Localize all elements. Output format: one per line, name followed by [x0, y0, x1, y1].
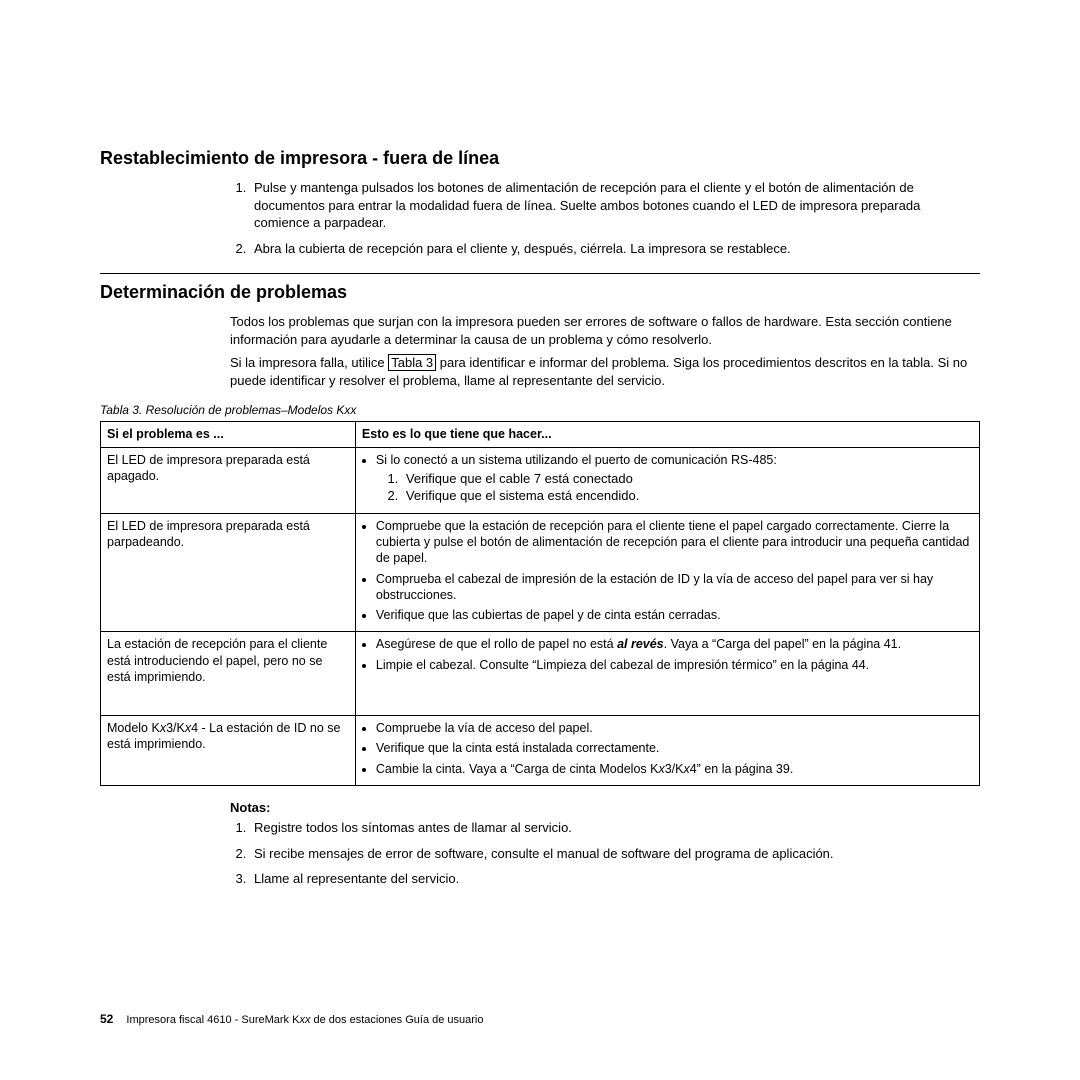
list-item: Si recibe mensajes de error de software,…: [250, 845, 970, 863]
text: 4” en la página 39.: [690, 762, 794, 776]
section1-title: Restablecimiento de impresora - fuera de…: [100, 148, 980, 169]
action-list: Compruebe la vía de acceso del papel. Ve…: [362, 720, 973, 777]
cell-action: Compruebe que la estación de recepción p…: [355, 513, 979, 632]
list-item: Verifique que el cable 7 está conectado: [402, 470, 973, 488]
section-divider: [100, 273, 980, 274]
page-footer: 52 Impresora fiscal 4610 - SureMark Kxx …: [100, 1012, 484, 1026]
table-row: El LED de impresora preparada está apaga…: [101, 447, 980, 513]
section1-steps: Pulse y mantenga pulsados los botones de…: [230, 179, 970, 257]
action-list: Asegúrese de que el rollo de papel no es…: [362, 636, 973, 673]
table-ref-link[interactable]: Tabla 3: [388, 354, 436, 371]
text: Cambie la cinta. Vaya a “Carga de cinta …: [376, 762, 659, 776]
footer-text: Impresora fiscal 4610 - SureMark K: [126, 1014, 299, 1026]
action-list: Si lo conectó a un sistema utilizando el…: [362, 452, 973, 505]
text: . Vaya a “Carga del papel” en la página …: [664, 637, 901, 651]
text: 3/K: [665, 762, 684, 776]
section2-intro2: Si la impresora falla, utilice Tabla 3 p…: [230, 354, 970, 389]
text: 3/K: [166, 721, 185, 735]
list-item: Si lo conectó a un sistema utilizando el…: [376, 452, 973, 505]
list-item: Abra la cubierta de recepción para el cl…: [250, 240, 970, 258]
cell-problem: La estación de recepción para el cliente…: [101, 632, 356, 716]
list-item: Verifique que las cubiertas de papel y d…: [376, 607, 973, 623]
table-row: El LED de impresora preparada está parpa…: [101, 513, 980, 632]
cell-action: Asegúrese de que el rollo de papel no es…: [355, 632, 979, 716]
cell-action: Si lo conectó a un sistema utilizando el…: [355, 447, 979, 513]
cell-problem: Modelo Kx3/Kx4 - La estación de ID no se…: [101, 716, 356, 786]
footer-text: de dos estaciones Guía de usuario: [310, 1014, 483, 1026]
list-item: Compruebe que la estación de recepción p…: [376, 518, 973, 567]
cell-action: Compruebe la vía de acceso del papel. Ve…: [355, 716, 979, 786]
action-sub-list: Verifique que el cable 7 está conectado …: [376, 470, 973, 505]
col-header-action: Esto es lo que tiene que hacer...: [355, 422, 979, 447]
notes-list: Registre todos los síntomas antes de lla…: [230, 819, 970, 888]
cell-problem: El LED de impresora preparada está parpa…: [101, 513, 356, 632]
list-item: Llame al representante del servicio.: [250, 870, 970, 888]
list-item: Limpie el cabezal. Consulte “Limpieza de…: [376, 657, 973, 673]
list-item: Verifique que la cinta está instalada co…: [376, 740, 973, 756]
list-item: Cambie la cinta. Vaya a “Carga de cinta …: [376, 761, 973, 777]
list-item: Registre todos los síntomas antes de lla…: [250, 819, 970, 837]
table-caption: Tabla 3. Resolución de problemas–Modelos…: [100, 403, 980, 417]
section2-title: Determinación de problemas: [100, 282, 980, 303]
text: Asegúrese de que el rollo de papel no es…: [376, 637, 617, 651]
list-item: Verifique que el sistema está encendido.: [402, 487, 973, 505]
document-page: Restablecimiento de impresora - fuera de…: [0, 0, 1080, 1080]
table-row: La estación de recepción para el cliente…: [101, 632, 980, 716]
list-item: Compruebe la vía de acceso del papel.: [376, 720, 973, 736]
cell-problem: El LED de impresora preparada está apaga…: [101, 447, 356, 513]
notes-block: Notas: Registre todos los síntomas antes…: [230, 800, 970, 888]
list-item: Pulse y mantenga pulsados los botones de…: [250, 179, 970, 232]
action-list: Compruebe que la estación de recepción p…: [362, 518, 973, 624]
text: Modelo K: [107, 721, 160, 735]
section1-body: Pulse y mantenga pulsados los botones de…: [230, 179, 970, 257]
table-row: Modelo Kx3/Kx4 - La estación de ID no se…: [101, 716, 980, 786]
page-number: 52: [100, 1012, 113, 1026]
emph: al revés: [617, 637, 664, 651]
section2-body: Todos los problemas que surjan con la im…: [230, 313, 970, 389]
text: Si lo conectó a un sistema utilizando el…: [376, 453, 777, 467]
list-item: Asegúrese de que el rollo de papel no es…: [376, 636, 973, 652]
col-header-problem: Si el problema es ...: [101, 422, 356, 447]
list-item: Comprueba el cabezal de impresión de la …: [376, 571, 973, 604]
emph: xx: [299, 1014, 310, 1026]
table-row: Si el problema es ... Esto es lo que tie…: [101, 422, 980, 447]
section2-intro1: Todos los problemas que surjan con la im…: [230, 313, 970, 348]
notes-heading: Notas:: [230, 800, 970, 815]
troubleshoot-table: Si el problema es ... Esto es lo que tie…: [100, 421, 980, 786]
text: Si la impresora falla, utilice: [230, 355, 388, 370]
